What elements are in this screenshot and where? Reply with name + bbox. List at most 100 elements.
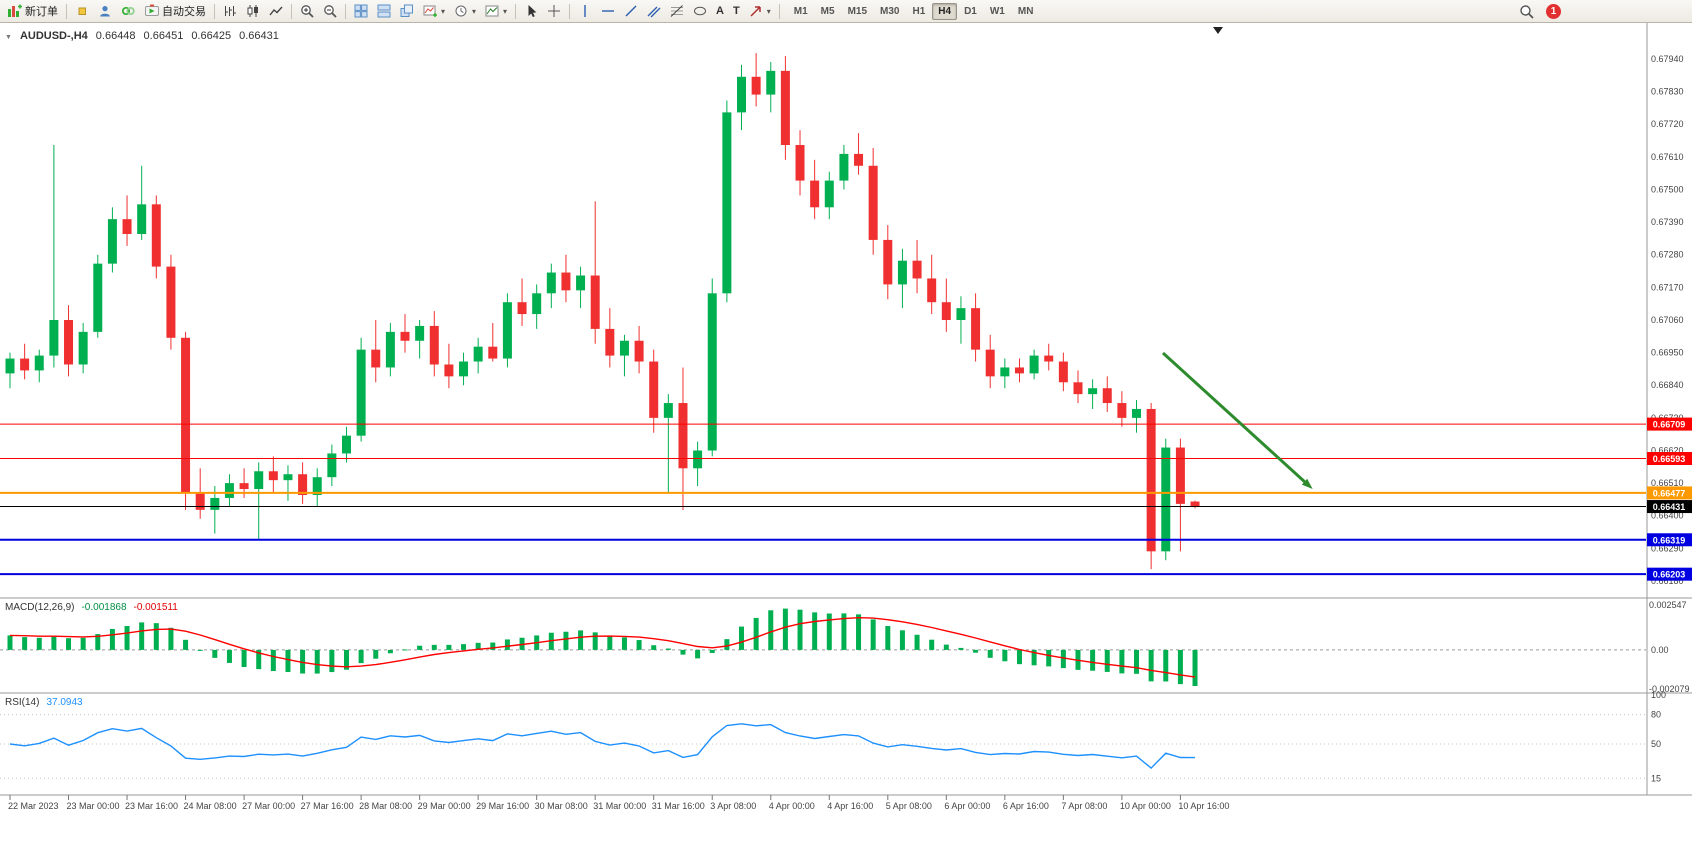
time-scale[interactable]: [0, 795, 1692, 815]
chart-shift-marker[interactable]: [1213, 27, 1223, 34]
macd-histogram-bar: [797, 609, 803, 650]
svg-text:0.66510: 0.66510: [1651, 478, 1684, 488]
search-button[interactable]: [1515, 1, 1538, 22]
candle-body: [283, 474, 293, 481]
symbol-period-label: AUDUSD-,H4: [19, 30, 88, 42]
chart-bars-button[interactable]: [219, 1, 241, 22]
candle-body: [897, 260, 907, 285]
template-button[interactable]: [481, 1, 511, 22]
candle-body: [1073, 382, 1083, 395]
ohlc-open: 0.66448: [95, 30, 136, 42]
tile-windows-button[interactable]: [350, 1, 372, 22]
macd-histogram-bar: [885, 626, 891, 650]
macd-histogram-bar: [490, 642, 496, 650]
community-button[interactable]: [117, 1, 140, 22]
macd-histogram-bar: [109, 628, 115, 650]
trendline-button[interactable]: [620, 1, 642, 22]
svg-text:0.67280: 0.67280: [1651, 250, 1684, 260]
timeframe-button-h1[interactable]: H1: [912, 5, 926, 17]
arrange-horizontal-button[interactable]: [373, 1, 395, 22]
svg-text:0.66319: 0.66319: [1653, 535, 1686, 545]
macd-histogram-bar: [665, 648, 671, 650]
timeframe-button-m5[interactable]: M5: [820, 5, 835, 17]
macd-histogram-bar: [987, 649, 993, 658]
svg-text:0.67500: 0.67500: [1651, 184, 1684, 194]
macd-histogram-bar: [329, 649, 335, 673]
macd-histogram-bar: [358, 649, 364, 664]
macd-histogram-bar: [680, 649, 686, 655]
text-button[interactable]: [712, 1, 728, 22]
candle-body: [1000, 367, 1010, 377]
macd-histogram-bar: [139, 622, 145, 650]
svg-text:0.67170: 0.67170: [1651, 282, 1684, 292]
fibonacci-button[interactable]: [666, 1, 688, 22]
svg-text:30 Mar 08:00: 30 Mar 08:00: [535, 801, 588, 811]
period-button[interactable]: [450, 1, 480, 22]
auto-trading-button[interactable]: 自动交易: [141, 1, 210, 22]
macd-histogram-bar: [22, 637, 28, 650]
zoom-in-button[interactable]: [296, 1, 318, 22]
svg-text:0.67720: 0.67720: [1651, 119, 1684, 129]
bar-chart-icon: [223, 4, 237, 18]
candle-body: [298, 474, 308, 495]
new-order-icon: [7, 4, 22, 18]
timeframe-button-m30[interactable]: M30: [880, 5, 900, 17]
timeframe-button-m1[interactable]: M1: [793, 5, 808, 17]
candle-body: [356, 349, 366, 436]
chart-collapse-icon[interactable]: [5, 30, 12, 42]
candle-body: [1088, 388, 1098, 395]
profile-button[interactable]: [94, 1, 116, 22]
chart-area[interactable]: 0.67940 0.67830 0.67720 0.67610 0.67500 0.673…: [0, 23, 1692, 847]
horizontal-line-icon: [601, 4, 615, 18]
macd-histogram-bar: [314, 649, 320, 674]
candle-body: [64, 319, 74, 365]
price-chart-svg[interactable]: 0.67940 0.67830 0.67720 0.67610 0.67500 0.673…: [0, 23, 1692, 847]
macd-histogram-bar: [1104, 649, 1110, 672]
vertical-line-button[interactable]: [574, 1, 596, 22]
timeframe-button-d1[interactable]: D1: [964, 5, 977, 17]
svg-text:50: 50: [1651, 739, 1661, 749]
svg-text:100: 100: [1651, 690, 1666, 700]
trend-arrow[interactable]: [1161, 351, 1313, 490]
arrows-button[interactable]: [745, 1, 775, 22]
horizontal-line-button[interactable]: [597, 1, 619, 22]
candle-body: [254, 471, 264, 490]
svg-text:0.66180: 0.66180: [1651, 576, 1684, 586]
channel-button[interactable]: [643, 1, 665, 22]
zoom-in-icon: [300, 4, 314, 18]
crosshair-button[interactable]: [543, 1, 565, 22]
svg-text:0.00: 0.00: [1651, 645, 1669, 655]
svg-text:24 Mar 08:00: 24 Mar 08:00: [184, 801, 237, 811]
vertical-line-icon: [578, 4, 592, 18]
timeframe-button-w1[interactable]: W1: [989, 5, 1005, 17]
toolbar-separator: [214, 3, 215, 19]
ohlc-high: 0.66451: [143, 30, 184, 42]
new-order-button[interactable]: 新订单: [3, 1, 62, 22]
macd-histogram-bar: [768, 610, 774, 650]
chart-candles-button[interactable]: [242, 1, 264, 22]
text-label-button[interactable]: [729, 1, 744, 22]
cursor-button[interactable]: [520, 1, 542, 22]
candle-body: [824, 180, 834, 208]
notification-badge[interactable]: 1: [1546, 3, 1561, 19]
macd-histogram-bar: [461, 644, 467, 650]
zoom-out-button[interactable]: [319, 1, 341, 22]
top-toolbar: 新订单 自动交易 M1 M5 M15 M30 H1 H4 D1 W1 MN 1: [0, 0, 1692, 23]
timeframe-button-h4[interactable]: H4: [932, 2, 958, 20]
price-scale[interactable]: [1647, 23, 1692, 795]
macd-histogram-bar: [578, 630, 584, 650]
candle-body: [459, 361, 469, 377]
candle-body: [780, 70, 790, 146]
toolbar-separator: [778, 3, 780, 19]
timeframe-button-mn[interactable]: MN: [1017, 5, 1034, 17]
new-chart-button[interactable]: [419, 1, 449, 22]
svg-text:0.67940: 0.67940: [1651, 54, 1684, 64]
orders-button[interactable]: [71, 1, 93, 22]
shapes-button[interactable]: [689, 1, 711, 22]
timeframe-button-m15[interactable]: M15: [847, 5, 868, 17]
candle-body: [1175, 447, 1185, 504]
arrange-cascade-button[interactable]: [396, 1, 418, 22]
chart-line-button[interactable]: [265, 1, 287, 22]
macd-histogram-bar: [95, 634, 101, 650]
candle-body: [634, 340, 644, 362]
